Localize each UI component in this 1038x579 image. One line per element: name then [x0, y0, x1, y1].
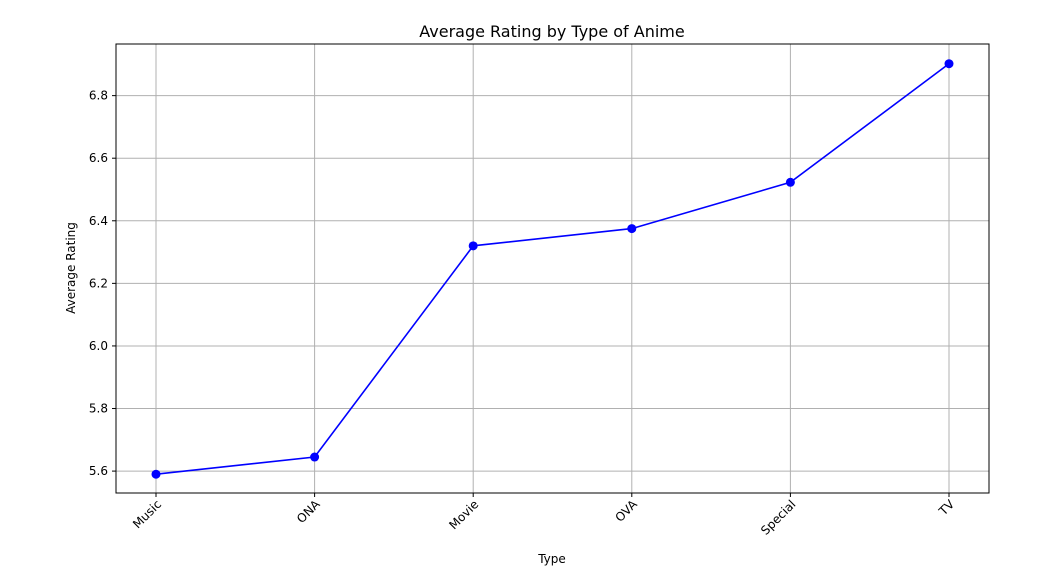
y-tick-label: 6.8 [89, 89, 108, 103]
data-point [151, 469, 161, 479]
data-point [785, 177, 795, 187]
y-axis-label: Average Rating [64, 222, 78, 314]
y-tick-label: 5.6 [89, 464, 108, 478]
series-line [155, 63, 950, 476]
data-point [627, 224, 637, 234]
plot-frame [115, 43, 990, 494]
y-tick-label: 6.6 [89, 151, 108, 165]
x-axis-label: Type [537, 552, 566, 566]
y-tick-label: 6.4 [89, 214, 108, 228]
data-point [468, 241, 478, 251]
data-point [944, 59, 954, 69]
chart-title: Average Rating by Type of Anime [419, 22, 684, 41]
data-point [310, 452, 320, 462]
series-layer [151, 59, 954, 479]
y-tick-label: 5.8 [89, 402, 108, 416]
y-tick-label: 6.2 [89, 276, 108, 290]
grid [116, 44, 989, 493]
y-tick-label: 6.0 [89, 339, 108, 353]
